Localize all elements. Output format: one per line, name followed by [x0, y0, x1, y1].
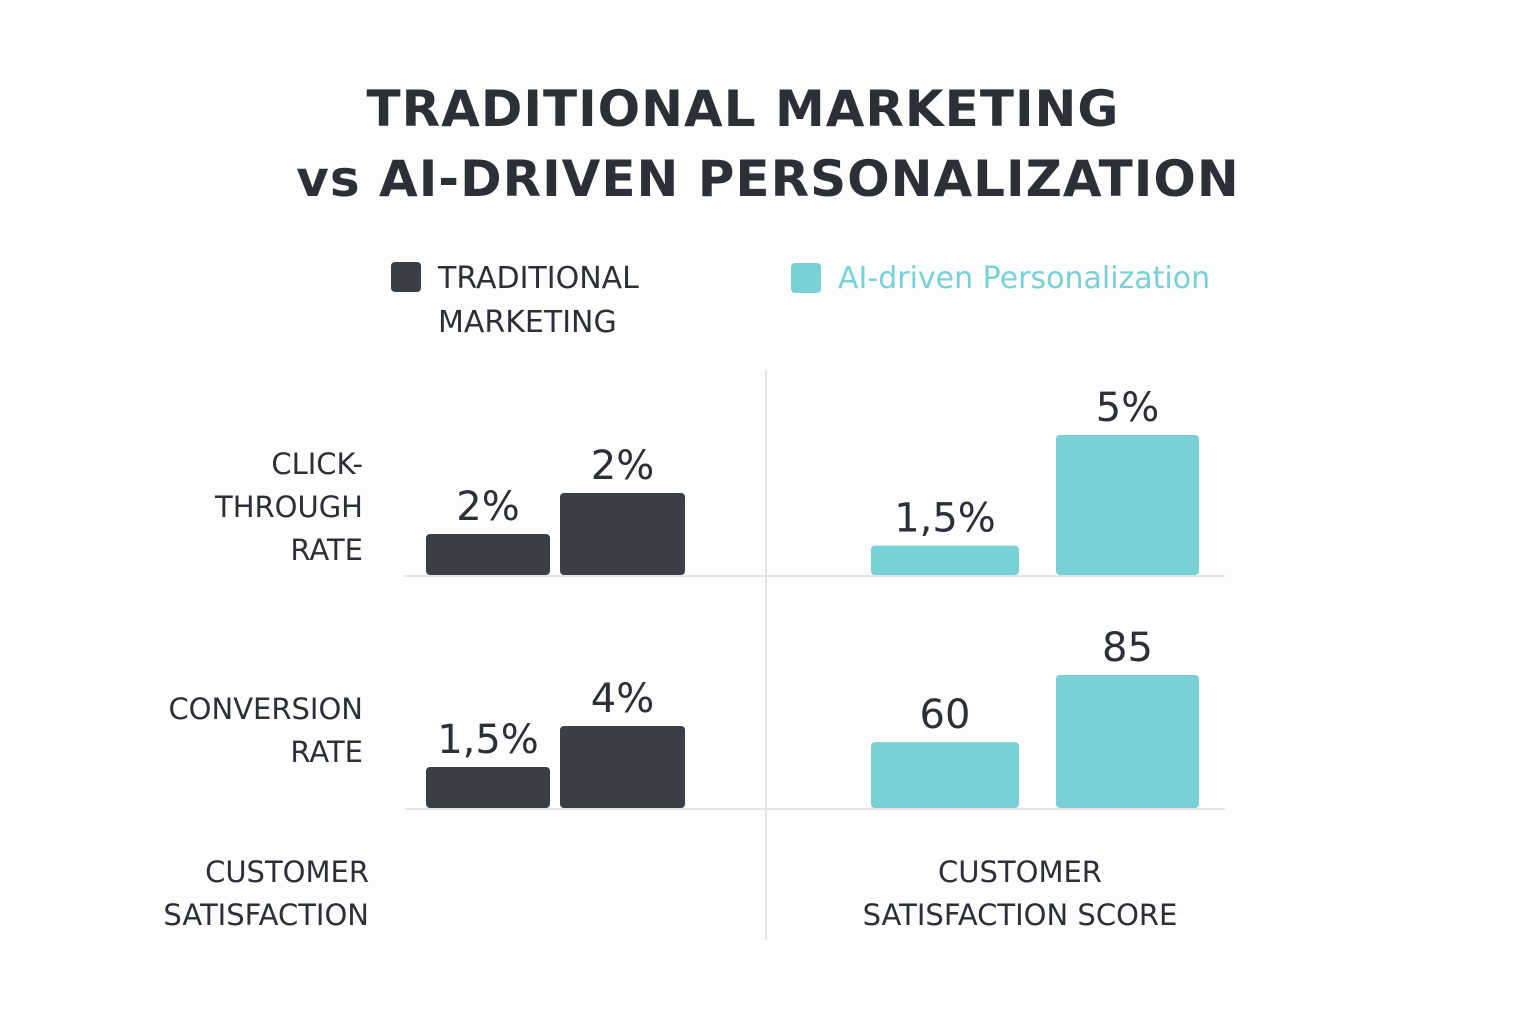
row-label-conversion-line-1: CONVERSION — [168, 692, 363, 726]
value-label-ai-row1-1: 1,5% — [894, 496, 996, 542]
bar-traditional-row1-2 — [560, 493, 685, 575]
value-label-ai-row2-2: 85 — [1102, 625, 1153, 671]
row-label-ctr-line-1: CLICK- — [271, 447, 363, 481]
legend-swatch-traditional — [391, 262, 421, 292]
bar-ai-row2-1 — [871, 742, 1019, 808]
bottom-label-left: CUSTOMER SATISFACTION — [163, 851, 369, 937]
bottom-label-right-line-1: CUSTOMER — [938, 855, 1102, 889]
legend-label-traditional-line-1: TRADITIONAL — [438, 261, 639, 296]
legend-label-traditional-line-2: MARKETING — [438, 305, 617, 340]
row-label-ctr: CLICK- THROUGH RATE — [215, 443, 363, 572]
value-label-ai-row1-2: 5% — [1096, 385, 1159, 431]
value-label-traditional-row1-2: 2% — [591, 443, 654, 489]
chart-title-line-1: TRADITIONAL MARKETING — [366, 80, 1120, 138]
value-label-traditional-row1-1: 2% — [456, 484, 519, 530]
value-label-traditional-row2-2: 4% — [591, 676, 654, 722]
bar-ai-row1-1 — [871, 545, 1019, 575]
value-label-traditional-row2-1: 1,5% — [437, 717, 539, 763]
bottom-label-right-line-2: SATISFACTION SCORE — [862, 898, 1178, 932]
legend-label-ai: AI-driven Personalization — [838, 261, 1211, 296]
bottom-label-left-line-1: CUSTOMER — [205, 855, 369, 889]
bottom-label-left-line-2: SATISFACTION — [163, 898, 369, 932]
chart-title-line-2: vs AI-DRIVEN PERSONALIZATION — [296, 150, 1240, 208]
bar-ai-row1-2 — [1056, 435, 1199, 575]
bar-traditional-row2-2 — [560, 726, 685, 808]
legend-swatch-ai — [791, 263, 821, 293]
bottom-label-right: CUSTOMER SATISFACTION SCORE — [820, 851, 1220, 937]
row-label-ctr-line-2: THROUGH — [214, 490, 363, 524]
row-label-conversion: CONVERSION RATE — [168, 688, 363, 774]
bar-traditional-row1-1 — [426, 534, 550, 575]
row-label-ctr-line-3: RATE — [290, 533, 363, 567]
bar-traditional-row2-1 — [426, 767, 550, 808]
row-label-conversion-line-2: RATE — [290, 735, 363, 769]
bar-ai-row2-2 — [1056, 675, 1199, 808]
value-label-ai-row2-1: 60 — [920, 692, 971, 738]
